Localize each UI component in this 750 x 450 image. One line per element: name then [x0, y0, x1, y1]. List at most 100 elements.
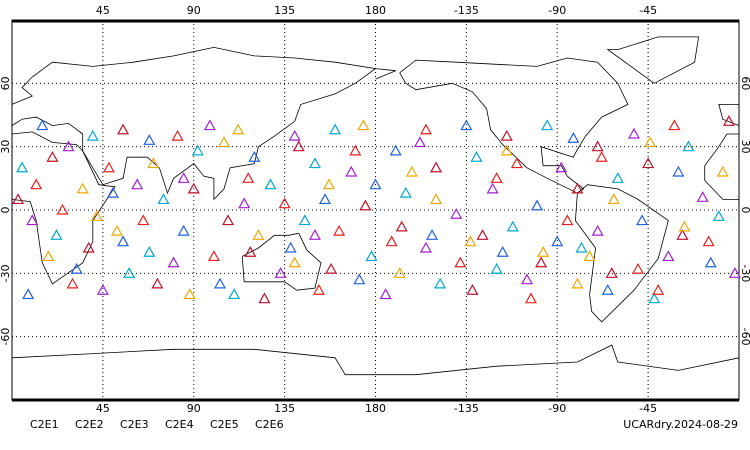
- observation-marker: [595, 150, 608, 162]
- observation-marker: [26, 214, 39, 226]
- observation-marker: [345, 165, 358, 177]
- observation-marker: [450, 207, 463, 219]
- observation-marker: [607, 193, 620, 205]
- y-tick-label: 0: [739, 207, 750, 214]
- observation-marker: [248, 150, 261, 162]
- x-tick-label: -45: [639, 4, 657, 17]
- observation-marker: [591, 224, 604, 236]
- observation-marker: [117, 123, 130, 135]
- coastline: [718, 104, 740, 126]
- observation-marker: [353, 273, 366, 285]
- observation-marker: [413, 136, 426, 148]
- observation-marker: [143, 245, 156, 257]
- observation-marker: [137, 214, 150, 226]
- observation-marker: [123, 267, 136, 278]
- observation-marker: [668, 119, 681, 131]
- observation-marker: [470, 150, 483, 162]
- observation-marker: [652, 283, 665, 295]
- observation-marker: [333, 224, 346, 236]
- observation-marker: [264, 178, 277, 190]
- observation-marker: [682, 140, 695, 152]
- coastlines: [11, 36, 740, 376]
- observation-marker: [298, 214, 311, 226]
- observation-marker: [292, 140, 305, 152]
- observation-marker: [365, 250, 378, 262]
- observation-marker: [369, 178, 382, 190]
- observation-marker: [541, 119, 554, 131]
- observation-marker: [702, 235, 715, 247]
- observation-marker: [318, 193, 332, 205]
- observation-marker: [430, 161, 443, 173]
- observation-marker: [171, 129, 184, 141]
- observation-marker: [258, 292, 271, 304]
- observation-marker: [728, 267, 741, 278]
- x-tick-label: -90: [548, 4, 566, 17]
- observation-marker: [42, 250, 55, 262]
- observation-marker: [30, 178, 43, 190]
- observation-marker: [486, 182, 499, 194]
- observation-marker: [601, 283, 614, 295]
- observation-marker: [106, 186, 119, 198]
- observation-marker: [238, 197, 251, 209]
- observation-marker: [454, 256, 467, 268]
- x-tick-label: -135: [454, 402, 479, 415]
- x-tick-label: 45: [96, 402, 110, 415]
- observation-marker: [379, 288, 392, 300]
- observation-marker: [96, 283, 109, 295]
- observation-marker: [22, 288, 35, 300]
- observation-marker: [395, 220, 408, 232]
- observation-marker: [632, 262, 645, 274]
- observation-marker: [82, 241, 95, 253]
- y-tick-label: 30: [739, 140, 750, 154]
- observation-marker: [183, 288, 196, 300]
- observation-marker: [583, 250, 596, 262]
- observation-marker: [605, 267, 618, 278]
- observation-marker: [644, 136, 657, 148]
- observation-marker: [157, 193, 170, 205]
- observation-marker: [567, 131, 580, 143]
- legend-label: C2E2: [75, 418, 104, 431]
- observation-marker: [510, 157, 523, 169]
- observation-marker: [506, 220, 519, 232]
- observation-marker: [531, 199, 544, 211]
- observation-marker: [213, 277, 227, 289]
- observation-marker: [696, 191, 709, 202]
- observation-marker: [308, 157, 321, 169]
- y-tick-label: 30: [0, 140, 12, 154]
- x-tick-label: -90: [548, 402, 566, 415]
- legend-label: C2E3: [120, 418, 149, 431]
- observation-marker: [524, 292, 538, 304]
- observation-marker: [62, 140, 75, 152]
- x-tick-label: 180: [365, 4, 386, 17]
- observation-marker: [575, 241, 588, 253]
- observation-marker: [86, 129, 99, 141]
- observation-marker: [288, 256, 301, 268]
- observation-marker: [102, 161, 115, 173]
- observation-marker: [476, 229, 489, 240]
- observation-marker: [56, 203, 69, 215]
- y-tick-label: 60: [739, 76, 750, 90]
- observation-marker: [496, 245, 509, 257]
- observation-marker: [252, 229, 265, 240]
- observation-marker: [274, 267, 287, 278]
- observation-marker: [551, 235, 564, 247]
- observation-marker: [393, 267, 406, 278]
- observation-marker: [70, 262, 83, 274]
- observation-marker: [591, 140, 604, 152]
- observation-marker: [359, 199, 372, 211]
- observation-marker: [561, 214, 574, 226]
- observation-marker: [16, 161, 29, 173]
- observation-marker: [419, 241, 433, 253]
- coastline: [11, 46, 377, 201]
- coastline: [704, 133, 739, 200]
- observation-marker: [405, 165, 418, 177]
- legend-label: C2E5: [210, 418, 239, 431]
- observation-marker: [222, 214, 235, 226]
- observation-marker: [537, 245, 550, 257]
- coastline: [241, 232, 322, 291]
- observation-marker: [704, 256, 717, 268]
- observation-marker: [191, 144, 204, 156]
- observation-marker: [636, 214, 649, 226]
